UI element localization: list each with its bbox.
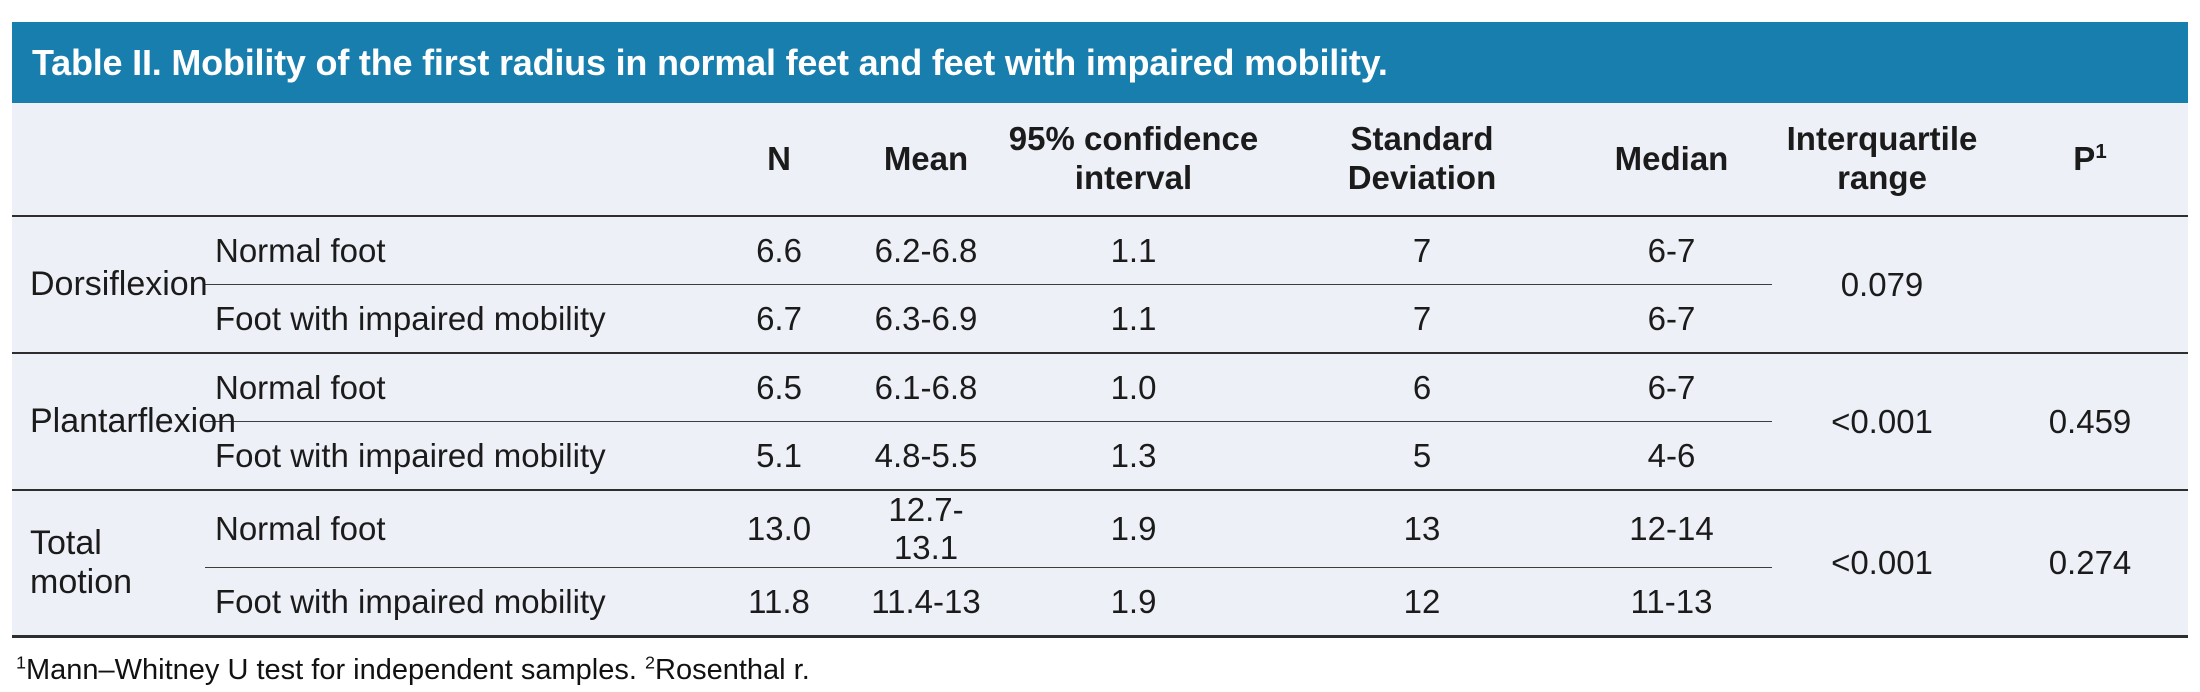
footnote-text-2: Rosenthal r.	[655, 654, 810, 686]
table-footnote: 1Mann–Whitney U test for independent sam…	[12, 638, 2188, 687]
cell-mean: 11.4-13	[871, 582, 981, 620]
cell-iqr: <0.001	[1772, 352, 1992, 490]
cell-n: 6.5	[700, 352, 858, 422]
cell-median: 11-13	[1630, 582, 1713, 620]
cell-ci: 1.9	[1110, 582, 1157, 620]
cell-sd: 7	[1412, 299, 1432, 337]
cell-iqr: 0.079	[1772, 215, 1992, 353]
header-p-superscript: 1	[2095, 139, 2107, 163]
cell-n: 11.8	[748, 582, 810, 620]
header-confidence-interval: 95% confidence interval	[994, 103, 1273, 217]
table-row: Dorsiflexion Normal foot 6.6 6.2-6.8 1.1…	[12, 215, 2188, 353]
cell-median: 6-7	[1647, 299, 1696, 337]
cell-sd: 6	[1273, 352, 1571, 422]
cell-median: 12-14	[1571, 489, 1772, 568]
cell-ci: 1.1	[1110, 299, 1157, 337]
header-mean: Mean	[858, 103, 994, 217]
row-category-dorsiflexion: Dorsiflexion	[12, 215, 208, 353]
table-title: Table II. Mobility of the first radius i…	[32, 41, 1388, 83]
cell-n: 6.6	[700, 215, 858, 285]
row-category-total-motion: Total motion	[12, 489, 205, 637]
cell-median: 6-7	[1571, 352, 1772, 422]
row-sublabel: Foot with impaired mobility	[215, 436, 606, 474]
header-empty	[12, 103, 700, 217]
header-p: P1	[1992, 103, 2188, 217]
table-row: Foot with impaired mobility 11.8 11.4-13…	[12, 568, 2188, 637]
footnote-superscript-2: 2	[645, 652, 655, 673]
header-interquartile-range: Interquartile range	[1772, 103, 1992, 217]
cell-n: 13.0	[700, 489, 858, 568]
row-sublabel: Normal foot	[205, 352, 700, 422]
cell-p: 0.274	[1992, 489, 2188, 637]
cell-sd: 7	[1273, 215, 1571, 285]
results-table: N Mean 95% confidence interval Standard …	[12, 103, 2188, 638]
row-sublabel: Normal foot	[205, 489, 700, 568]
cell-p: 0.459	[1992, 352, 2188, 490]
table-row: Foot with impaired mobility 5.1 4.8-5.5 …	[12, 422, 2188, 491]
row-sublabel: Normal foot	[205, 215, 700, 285]
cell-n: 6.7	[756, 299, 802, 337]
cell-mean: 4.8-5.5	[874, 436, 978, 474]
cell-median: 4-6	[1647, 436, 1696, 474]
cell-ci: 1.0	[994, 352, 1273, 422]
cell-sd: 5	[1412, 436, 1432, 474]
cell-p	[1992, 215, 2188, 353]
cell-mean: 6.1-6.8	[858, 352, 994, 422]
header-median: Median	[1571, 103, 1772, 217]
cell-iqr: <0.001	[1772, 489, 1992, 637]
cell-mean: 6.2-6.8	[858, 215, 994, 285]
table-row: Foot with impaired mobility 6.7 6.3-6.9 …	[12, 285, 2188, 354]
cell-ci: 1.1	[994, 215, 1273, 285]
footnote-superscript-1: 1	[16, 652, 26, 673]
header-n: N	[700, 103, 858, 217]
header-row: N Mean 95% confidence interval Standard …	[12, 103, 2188, 217]
cell-n: 5.1	[756, 436, 802, 474]
row-sublabel: Foot with impaired mobility	[215, 299, 606, 337]
table-title-bar: Table II. Mobility of the first radius i…	[12, 22, 2188, 103]
cell-mean: 6.3-6.9	[874, 299, 978, 337]
cell-median: 6-7	[1571, 215, 1772, 285]
cell-ci: 1.3	[1110, 436, 1157, 474]
cell-sd: 13	[1273, 489, 1571, 568]
row-category-plantarflexion: Plantarflexion	[12, 352, 236, 490]
table-row: Plantarflexion Normal foot 6.5 6.1-6.8 1…	[12, 352, 2188, 490]
cell-ci: 1.9	[994, 489, 1273, 568]
footnote-text-1: Mann–Whitney U test for independent samp…	[26, 654, 645, 686]
header-standard-deviation: Standard Deviation	[1273, 103, 1571, 217]
cell-mean: 12.7-13.1	[858, 489, 994, 568]
table-row: Total motion Normal foot 13.0 12.7-13.1 …	[12, 489, 2188, 637]
header-p-label: P	[2073, 139, 2096, 177]
cell-sd: 12	[1403, 582, 1441, 620]
row-sublabel: Foot with impaired mobility	[215, 582, 606, 620]
